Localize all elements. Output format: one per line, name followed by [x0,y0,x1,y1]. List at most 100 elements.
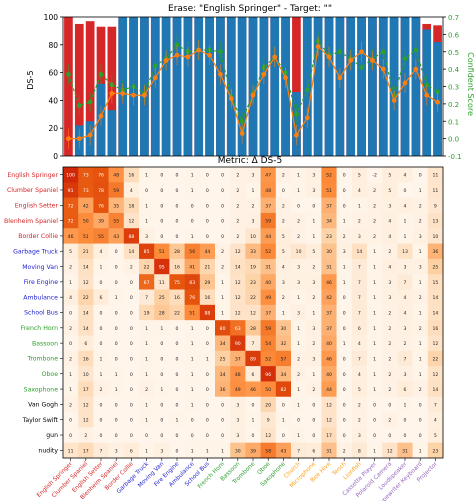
heatmap-cell-value: 2 [373,234,376,240]
heatmap-cell-value: 0 [130,356,133,362]
heatmap-cell-value: 12 [326,402,332,408]
heatmap-cell [397,167,413,183]
orange-series-line-point [66,136,71,142]
heatmap-cell-value: 1 [115,387,118,393]
heatmap-cell [382,442,398,459]
green-series-line-point [337,49,343,55]
heatmap-cell-value: 2 [221,265,224,271]
heatmap-cell-value: 90 [235,341,241,347]
heatmap-cell-value: 12 [235,280,241,286]
heatmap-cell [139,335,155,352]
y-right-tick-label: 0.5 [448,49,459,57]
heatmap-cell-value: 1 [419,372,422,378]
heatmap-cell-value: 91 [68,188,74,194]
heatmap-cell [291,412,307,428]
heatmap-cell [397,381,413,398]
heatmap-cell [215,320,231,336]
heatmap-cell [169,197,185,214]
heatmap-cell-value: 14 [235,265,241,271]
heatmap-cell-value: 0 [100,433,103,439]
bar-chart-area: 0 20 40 60 80 100 -0.1 0.0 0.1 0.2 0.3 0.4 0.5 0.6 0.7 [44,13,462,161]
heatmap-cell [351,412,368,428]
heatmap-cell [78,289,94,306]
heatmap-cell [306,197,322,214]
heatmap-cell [63,258,79,275]
heatmap-cell [245,258,261,275]
heatmap-cell [93,335,109,352]
heatmap-cell-value: 7 [404,280,407,286]
heatmap-cell-value: 4 [404,311,407,317]
heatmap-cell [215,350,231,367]
heatmap-cell [382,381,398,398]
heatmap-cell-value: 1 [419,356,422,362]
heatmap-cell-value: 4 [404,173,407,179]
heatmap-cell [108,304,125,321]
heatmap-cell [215,182,231,198]
heatmap-cell-value: 1 [373,265,376,271]
heatmap-cell [412,366,429,382]
bar-chart-title: Erase: "English Springer" - Target: "" [168,4,332,14]
heatmap-cell [93,366,109,382]
heatmap-cell-value: 10 [83,372,89,378]
heatmap-cell [184,320,201,336]
heatmap-cell [321,212,337,229]
heatmap-cell [123,304,140,321]
heatmap-cell [382,197,398,214]
heatmap-cell [382,274,398,290]
heatmap-cell [351,335,368,352]
heatmap-cell [123,381,140,398]
heatmap-cell-value: 9 [434,203,437,209]
orange-series-line-point [142,92,147,98]
heatmap-cell [427,197,444,214]
heatmap-cell-value: 50 [83,219,89,225]
heatmap-cell [260,212,277,229]
heatmap-cell-value: 6 [130,448,133,454]
heatmap-cell [230,274,246,290]
heatmap-cell-value: 51 [189,311,195,317]
heatmap-cell [63,427,79,443]
heatmap-cell-value: 0 [419,418,422,424]
row-label: Moving Van [22,264,58,271]
heatmap-cell [93,258,109,275]
heatmap-cell-value: 7 [358,265,361,271]
heatmap-cell-value: 14 [83,265,89,271]
orange-series-line-point [391,98,397,103]
heatmap-cell-value: 85 [144,249,150,255]
heatmap-cell-value: 0 [312,203,315,209]
heatmap-cell-value: 10 [296,249,302,255]
heatmap-cell [169,427,185,443]
heatmap-cell-value: 8 [358,448,361,454]
heatmap-cell [230,335,246,352]
heatmap-cell [123,442,140,459]
heatmap-cell-value: 76 [98,203,104,209]
heatmap-cell [382,320,398,336]
heatmap-cell-value: 0 [312,402,315,408]
heatmap-cell-value: 46 [250,387,256,393]
blue-bar [313,17,323,156]
heatmap-cell [321,442,337,459]
heatmap-cell [63,366,79,382]
heatmap-cell [123,274,140,290]
heatmap-cell-value: 2 [388,311,391,317]
orange-series-line-point [250,92,256,98]
heatmap-cell-value: 1 [191,188,194,194]
heatmap-cell-value: 7 [252,341,255,347]
heatmap-cell-value: 1 [404,402,407,408]
row-label: Bassoon [32,340,58,347]
heatmap-cell-value: 1 [69,280,72,286]
heatmap-cell [78,258,94,275]
heatmap-cell-value: 2 [282,219,285,225]
heatmap-cell [184,427,201,443]
blue-bar [324,17,334,156]
blue-bar [259,17,269,156]
heatmap-cell [199,442,216,459]
heatmap-cell [306,258,322,275]
heatmap-cell [78,442,94,459]
heatmap-cell [306,274,322,290]
heatmap-cell-value: 52 [326,173,332,179]
heatmap-cell [93,167,109,183]
heatmap-cell [215,258,231,275]
heatmap-cell [154,182,170,198]
orange-series-line-point [283,75,288,81]
heatmap-cell [245,274,261,290]
